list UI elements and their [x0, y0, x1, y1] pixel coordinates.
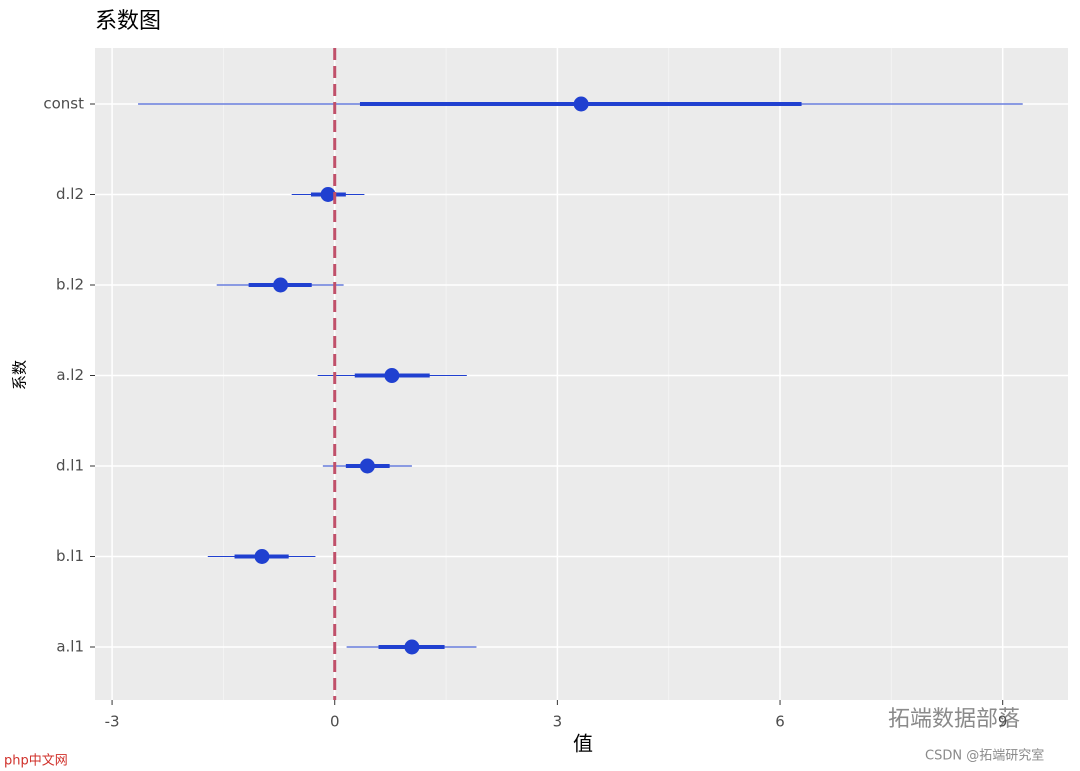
point [404, 639, 420, 655]
watermark: CSDN @拓端研究室 [925, 748, 1044, 764]
chart-title: 系数图 [95, 9, 161, 34]
point [273, 277, 289, 293]
x-tick-label: 3 [553, 713, 563, 731]
point [320, 187, 336, 202]
watermark: 拓端数据部落 [888, 707, 1020, 732]
point [573, 96, 589, 112]
y-tick-label: d.l1 [56, 457, 84, 475]
point [384, 368, 400, 383]
watermark: php中文网 [4, 754, 68, 769]
x-tick-label: 0 [330, 713, 340, 731]
y-tick-label: b.l1 [56, 547, 84, 565]
y-axis-label: 系数 [11, 360, 29, 390]
x-tick-label: 9 [998, 713, 1008, 731]
x-tick-label: 6 [775, 713, 785, 731]
watermark-bg [0, 750, 84, 771]
y-tick-label: b.l2 [56, 276, 84, 294]
y-tick-label: const [43, 95, 84, 113]
panel [95, 48, 1068, 700]
x-tick-label: -3 [105, 713, 120, 731]
y-tick-label: a.l1 [56, 638, 84, 656]
y-tick-label: d.l2 [56, 185, 84, 203]
point [359, 458, 375, 474]
y-tick-label: a.l2 [56, 366, 84, 384]
point [254, 549, 270, 564]
x-axis-label: 值 [573, 732, 593, 756]
